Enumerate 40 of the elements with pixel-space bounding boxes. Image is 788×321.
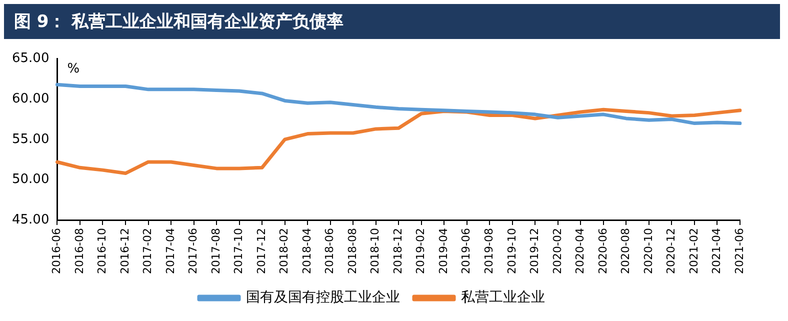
x-tick-label: 2016-06 [50,228,64,274]
legend-label: 私营工业企业 [461,290,545,306]
y-axis-title: % [67,62,80,77]
x-tick-label: 2019-12 [528,228,542,274]
y-tick-label: 45.00 [12,212,50,228]
y-tick-label: 50.00 [12,172,50,188]
x-tick-label: 2018-10 [368,228,382,274]
x-tick-label: 2020-10 [642,228,655,274]
x-tick-label: 2020-04 [574,228,587,274]
x-tick-label: 2019-02 [414,228,428,274]
x-tick-label: 2016-10 [96,228,109,274]
x-tick-label: 2021-06 [732,228,746,274]
x-tick-label: 2020-08 [619,228,632,274]
x-tick-label: 2016-12 [118,228,132,274]
x-tick-label: 2019-04 [436,228,450,274]
x-tick-label: 2018-08 [346,228,359,274]
x-tick-label: 2017-04 [164,228,177,274]
x-tick-label: 2019-06 [460,228,473,274]
y-tick-label: 55.00 [12,132,50,147]
x-tick-label: 2021-02 [687,228,700,274]
legend-label: 国有及国有控股工业企业 [246,290,400,306]
chart-title: 图 9： 私营工业企业和国有企业资产负债率 [4,4,780,39]
x-tick-label: 2020-06 [596,228,610,274]
x-tick-label: 2019-10 [505,228,518,274]
x-tick-label: 2018-06 [323,228,336,274]
x-tick-label: 2021-04 [710,228,724,274]
x-tick-label: 2018-04 [300,228,314,274]
y-tick-label: 65.00 [12,51,50,66]
x-tick-label: 2018-12 [391,228,404,274]
x-tick-label: 2016-08 [72,228,86,274]
x-tick-label: 2020-12 [664,228,678,274]
x-tick-label: 2017-08 [209,228,222,274]
y-tick-label: 60.00 [12,91,50,106]
x-tick-label: 2017-10 [232,228,246,274]
x-tick-label: 2017-12 [254,228,268,274]
x-tick-label: 2017-06 [186,228,200,274]
x-tick-label: 2018-02 [278,228,291,274]
x-tick-label: 2019-08 [482,228,496,274]
x-tick-label: 2020-02 [550,228,564,274]
x-tick-label: 2017-02 [141,228,154,274]
